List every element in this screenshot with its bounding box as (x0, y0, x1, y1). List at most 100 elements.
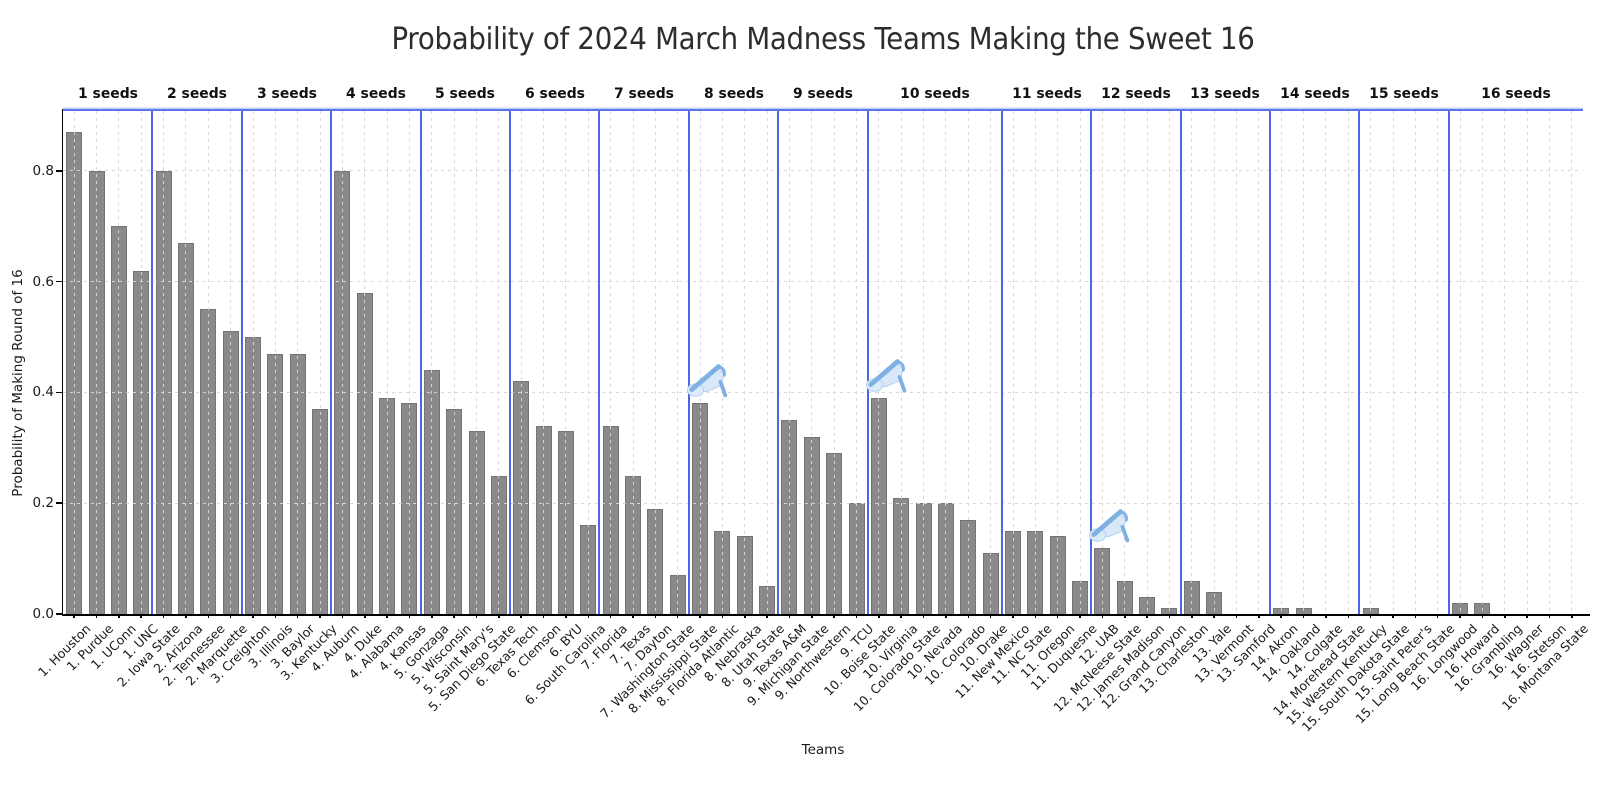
x-gridline (1303, 111, 1305, 614)
seed-group-header: 10 seeds (899, 86, 970, 102)
plot-top-border (63, 108, 1583, 111)
x-tick-mark (1034, 614, 1037, 618)
x-gridline (1146, 111, 1148, 614)
x-gridline (1213, 111, 1215, 614)
x-tick-mark (878, 614, 880, 618)
x-gridline (1280, 111, 1282, 614)
seed-divider-line (777, 111, 780, 614)
x-tick-mark (766, 614, 768, 618)
x-tick-mark (721, 614, 724, 618)
x-gridline (923, 111, 925, 614)
x-gridline (274, 111, 276, 614)
x-tick-mark (1459, 614, 1461, 618)
x-tick-mark (1526, 614, 1528, 618)
x-tick-mark (185, 614, 187, 618)
x-tick-mark (95, 614, 98, 618)
x-gridline (1258, 111, 1260, 614)
x-tick-mark (855, 614, 858, 618)
x-gridline (453, 111, 455, 614)
y-tick-label: 0.0 (32, 606, 54, 622)
x-gridline (520, 111, 522, 614)
y-gridline (63, 391, 1583, 393)
x-gridline (1459, 111, 1461, 614)
seed-divider-line (1447, 111, 1450, 614)
x-tick-mark (1124, 614, 1126, 618)
seed-divider-line (330, 111, 333, 614)
x-tick-mark (1571, 614, 1573, 618)
x-tick-mark (654, 614, 657, 618)
x-gridline (1504, 111, 1506, 614)
x-gridline (811, 111, 813, 614)
y-tick-label: 0.8 (32, 162, 54, 179)
x-gridline (230, 111, 232, 614)
x-gridline (565, 111, 567, 614)
x-tick-mark (1191, 614, 1193, 618)
x-tick-mark (1369, 614, 1372, 618)
x-tick-mark (989, 614, 992, 618)
x-tick-mark (1392, 614, 1394, 618)
x-gridline (1191, 111, 1193, 614)
x-tick-mark (229, 614, 232, 618)
x-gridline (1325, 111, 1327, 614)
x-gridline (1124, 111, 1126, 614)
seed-group-header: 5 seeds (435, 86, 496, 102)
x-tick-mark (1325, 614, 1327, 618)
x-gridline (1414, 111, 1416, 614)
x-gridline (543, 111, 545, 614)
x-gridline (1571, 111, 1573, 614)
x-gridline (744, 111, 746, 614)
x-gridline (408, 111, 410, 614)
seed-group-header: 8 seeds (703, 86, 764, 102)
x-tick-mark (1280, 614, 1282, 618)
seed-divider-line (1090, 111, 1093, 614)
y-axis-spine (61, 108, 63, 616)
x-tick-mark (431, 614, 433, 618)
x-tick-mark (364, 614, 366, 618)
y-tick-mark (56, 280, 62, 283)
x-gridline (699, 111, 701, 614)
x-tick-mark (1347, 614, 1350, 618)
seed-divider-line (866, 111, 869, 614)
x-tick-mark (1436, 614, 1439, 618)
seed-group-header: 11 seeds (1011, 86, 1082, 102)
x-tick-mark (386, 614, 388, 618)
seed-divider-line (1000, 111, 1003, 614)
x-gridline (945, 111, 947, 614)
y-gridline (63, 502, 1583, 504)
x-gridline (833, 111, 835, 614)
x-gridline (118, 111, 120, 614)
x-tick-mark (1258, 614, 1260, 618)
x-gridline (1101, 111, 1103, 614)
x-tick-mark (922, 614, 925, 618)
x-gridline (252, 111, 254, 614)
x-gridline (207, 111, 209, 614)
x-tick-mark (811, 614, 813, 618)
y-tick-mark (56, 391, 62, 394)
x-axis-title: Teams (801, 742, 845, 758)
x-tick-mark (1548, 614, 1551, 618)
seed-divider-line (419, 111, 422, 614)
x-tick-mark (162, 614, 165, 618)
x-gridline (163, 111, 165, 614)
x-gridline (476, 111, 478, 614)
x-gridline (1236, 111, 1238, 614)
x-gridline (341, 111, 343, 614)
x-gridline (632, 111, 634, 614)
x-tick-mark (945, 614, 947, 618)
seed-group-header: 9 seeds (793, 86, 853, 102)
x-gridline (654, 111, 656, 614)
x-tick-mark (587, 614, 590, 618)
x-tick-mark (140, 614, 142, 618)
x-gridline (1526, 111, 1528, 614)
seed-group-header: 3 seeds (256, 86, 317, 102)
cinderella-slipper-icon (865, 354, 911, 396)
x-gridline (73, 111, 75, 614)
seed-divider-line (1358, 111, 1361, 614)
x-tick-mark (967, 614, 970, 618)
x-gridline (1392, 111, 1394, 614)
x-tick-mark (676, 614, 679, 618)
x-gridline (431, 111, 433, 614)
x-tick-mark (609, 614, 612, 618)
